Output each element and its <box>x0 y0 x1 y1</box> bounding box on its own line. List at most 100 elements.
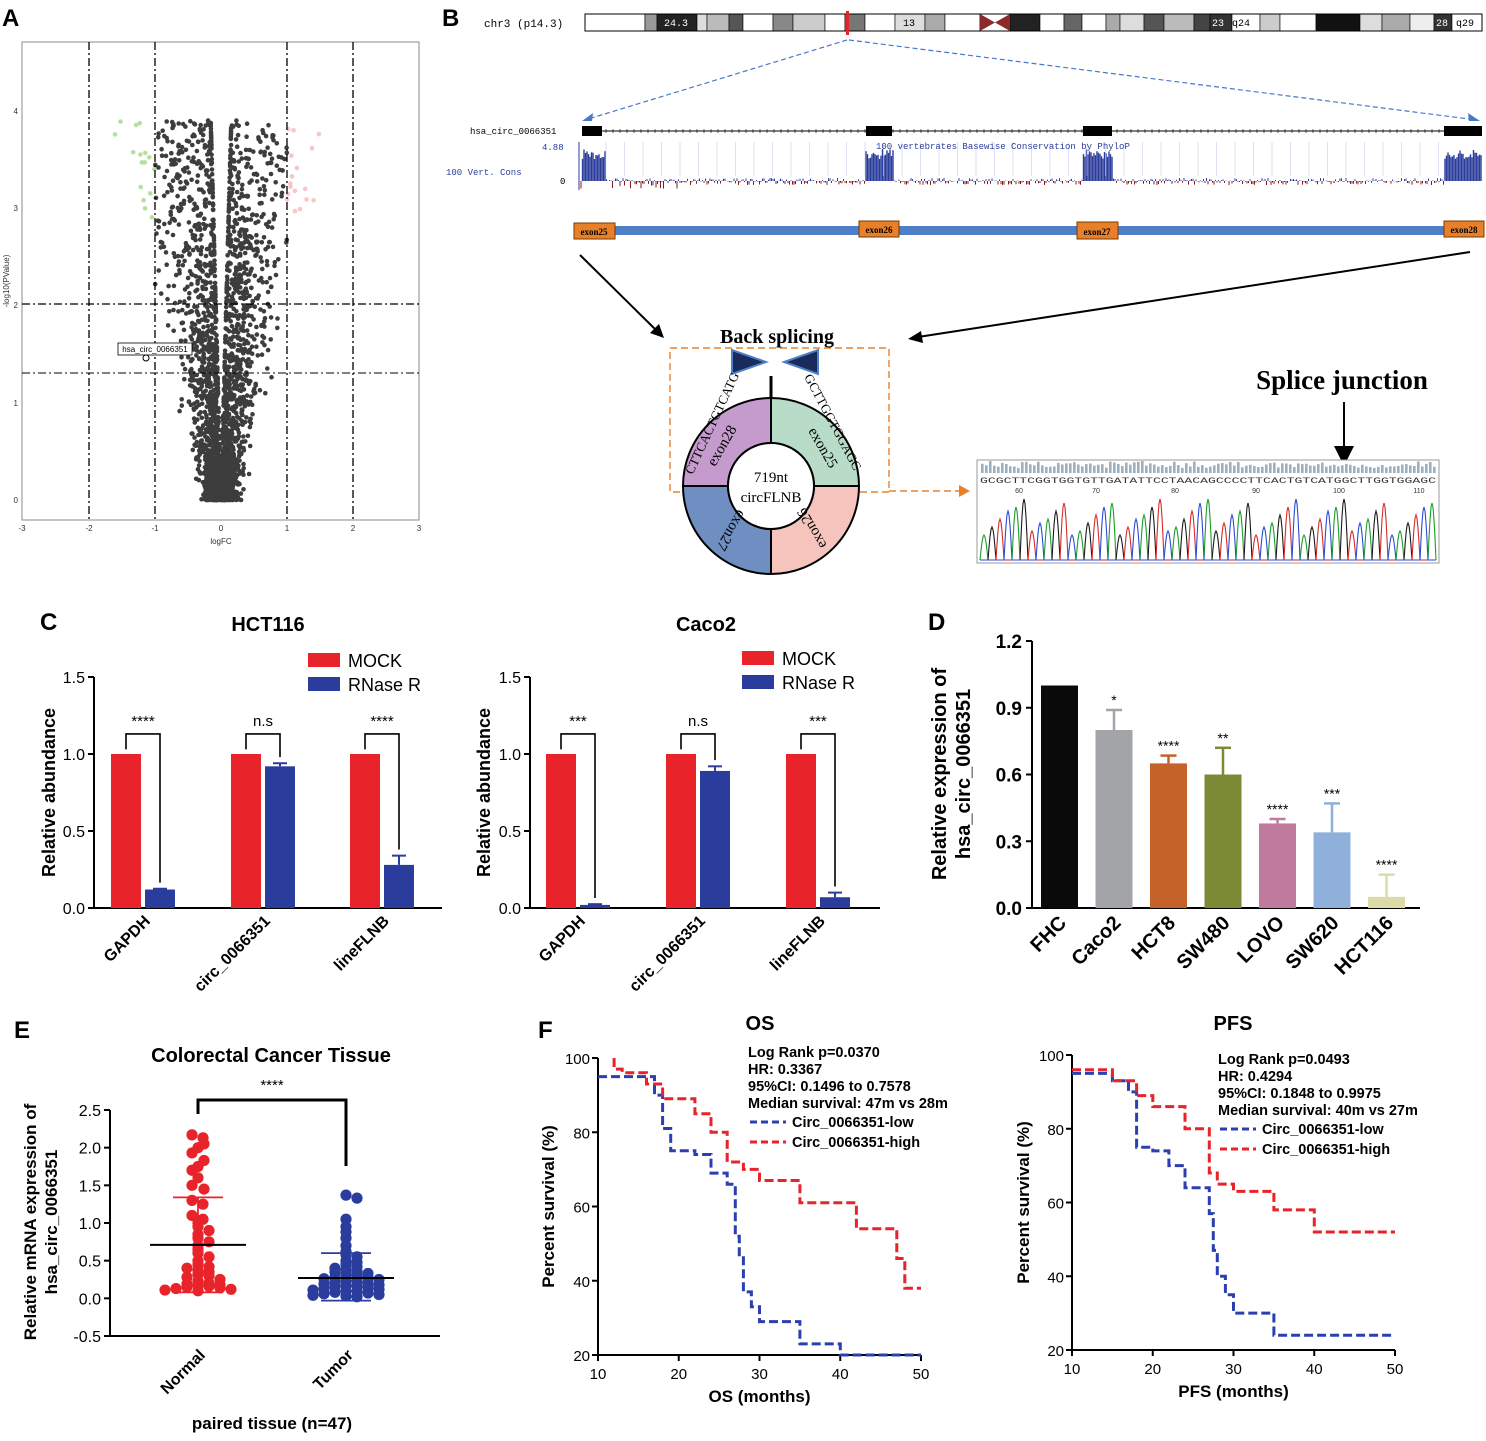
x-tick-label: HCT8 <box>1128 912 1180 964</box>
bar-cell-line <box>1041 685 1078 908</box>
bar-mock <box>546 754 576 908</box>
conservation-max: 4.88 <box>542 143 564 153</box>
x-tick-label: 50 <box>1387 1361 1404 1378</box>
chromatogram-tick: 60 <box>1015 488 1023 495</box>
survival-curve <box>1072 1068 1395 1234</box>
chromosome-band <box>584 13 646 32</box>
x-tick-label: HCT116 <box>1331 912 1398 979</box>
bar-chart-hct116: HCT116 0.0 0.5 1.0 1.5 Relative abundance ****… <box>39 614 442 995</box>
splice-junction-label: Splice junction <box>1256 365 1428 395</box>
data-point <box>351 1192 363 1204</box>
y-tick-label: 1.5 <box>63 670 85 687</box>
centromere <box>980 14 995 31</box>
data-point <box>214 1282 226 1294</box>
conservation-zero: 0 <box>560 177 565 187</box>
bar-mock <box>666 754 696 908</box>
chromosome-band <box>772 13 794 32</box>
conservation-track-label: 100 Vert. Cons <box>446 168 522 178</box>
exon-box-28: exon28 <box>1443 220 1485 238</box>
exon-label: exon25 <box>581 227 609 237</box>
y-tick-label: 0.5 <box>499 824 521 841</box>
significance-label: **** <box>1158 738 1180 754</box>
significance-bracket <box>196 1098 348 1166</box>
data-point <box>197 1198 209 1210</box>
data-point <box>373 1288 385 1301</box>
circ-name: circFLNB <box>741 490 802 506</box>
chromatogram-tick: 110 <box>1413 488 1424 495</box>
significance-bracket <box>364 733 400 850</box>
y-tick-label: 0.6 <box>996 766 1022 787</box>
x-tick-label: Caco2 <box>1068 912 1126 970</box>
volcano-ytick: 2 <box>14 301 19 310</box>
significance-bracket <box>245 733 281 758</box>
x-tick-label: 30 <box>1225 1361 1242 1378</box>
stat-line: Median survival: 40m vs 27m <box>1218 1103 1418 1119</box>
chromosome-band <box>1279 13 1317 32</box>
chromosome-band <box>924 13 946 32</box>
legend-label: Circ_0066351-low <box>1262 1122 1384 1138</box>
chromosome-band <box>864 13 896 32</box>
panel-letter-a: A <box>2 5 19 32</box>
panel-letter-f: F <box>538 1017 553 1044</box>
chromatogram-ticks: 60 70 80 90 100 110 <box>1015 488 1425 495</box>
volcano-xtick: -1 <box>151 524 159 533</box>
y-axis-label: Relative abundance <box>474 708 494 877</box>
data-point <box>186 1179 198 1191</box>
exon-box-27: exon27 <box>1076 221 1119 240</box>
exon-box-25: exon25 <box>573 222 616 240</box>
exon-box <box>1443 220 1485 238</box>
back-splice-box <box>669 347 890 493</box>
arrow-to-circle <box>579 254 659 333</box>
y-axis-label-line2: hsa_circ_0066351 <box>42 1150 61 1295</box>
y-tick-label: 60 <box>573 1200 590 1217</box>
band-label: 24.3 <box>664 19 688 30</box>
y-tick-label: 20 <box>573 1348 590 1365</box>
chromosome-band <box>706 13 730 32</box>
significance-label: **** <box>1267 801 1289 817</box>
chromosome-band <box>792 13 826 32</box>
chromosome-band <box>742 13 774 32</box>
x-axis-label: PFS (months) <box>1178 1382 1289 1401</box>
x-tick-label: GAPDH <box>536 913 589 966</box>
band-label: 23 <box>1212 19 1224 30</box>
y-tick-label: 60 <box>1047 1196 1064 1213</box>
bar-rnase <box>145 889 175 908</box>
arrowhead <box>959 485 970 497</box>
annotation-box <box>117 342 193 356</box>
data-point <box>351 1291 363 1303</box>
x-tick-label: Tumor <box>310 1347 356 1393</box>
chart-title: OS <box>746 1013 775 1035</box>
volcano-frame <box>21 41 420 521</box>
data-point <box>170 1282 182 1295</box>
data-point <box>203 1280 215 1292</box>
significance-label: *** <box>809 713 827 730</box>
y-tick-label: 40 <box>573 1274 590 1291</box>
volcano-xtick: -2 <box>85 524 93 533</box>
exon-block <box>582 126 602 136</box>
x-axis-label: paired tissue (n=47) <box>192 1414 352 1433</box>
y-axis-label: Percent survival (%) <box>539 1125 558 1288</box>
chromosome-label: chr3 (p14.3) <box>484 19 563 31</box>
x-tick-label: circ_0066351 <box>626 913 709 996</box>
significance-label: **** <box>370 713 394 730</box>
y-tick-label: 80 <box>1047 1122 1064 1139</box>
chromosome-band <box>728 13 744 32</box>
bar-cell-line <box>1259 823 1296 908</box>
bar-mock <box>231 754 261 908</box>
chromosome-band <box>1039 13 1065 32</box>
y-tick-label: 0.0 <box>499 901 521 918</box>
y-tick-label: 2.5 <box>79 1103 101 1120</box>
genomic-panel: chr3 (p14.3) 24.3 13 23 q24 28 q29 hsa_c… <box>446 11 1485 576</box>
chart-title: PFS <box>1214 1013 1253 1035</box>
x-tick-label: 40 <box>832 1366 849 1383</box>
y-tick-label: 0.5 <box>79 1254 101 1271</box>
y-tick-label: 0.3 <box>996 832 1022 853</box>
chromosome-band <box>1409 13 1435 32</box>
volcano-ytick: 1 <box>14 399 19 408</box>
legend-label-mock: MOCK <box>782 649 836 669</box>
chromatogram-tick: 70 <box>1092 488 1100 495</box>
bar-rnase <box>820 897 850 908</box>
data-point <box>329 1286 341 1298</box>
exon-box <box>858 220 900 238</box>
